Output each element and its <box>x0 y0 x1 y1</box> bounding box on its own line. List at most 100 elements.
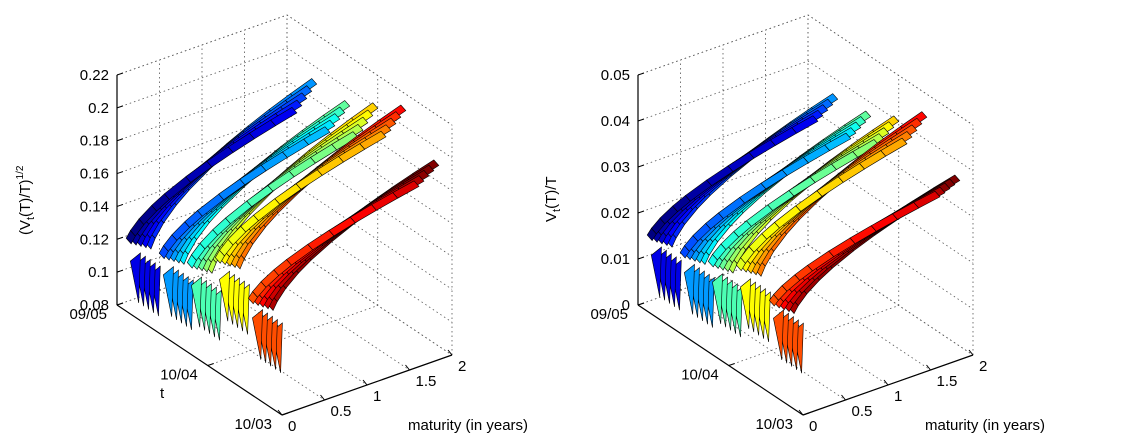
left-surface-plot: 0.08 0.1 0.12 0.14 0.16 0.18 0.2 0.22 10/03 10/04… <box>15 14 528 435</box>
surface-patch <box>824 132 852 151</box>
grid-line <box>680 289 846 401</box>
t-tick-label: 10/03 <box>234 416 272 433</box>
z-tick-label: 0.2 <box>88 100 109 117</box>
grid-line <box>637 244 809 306</box>
surface-patch <box>913 190 941 209</box>
surface-spike <box>712 273 723 324</box>
grid-line <box>244 259 410 371</box>
z-tick <box>637 210 645 214</box>
left-axes: 0.08 0.1 0.12 0.14 0.16 0.18 0.2 0.22 10/03 10/04… <box>69 67 466 435</box>
surface-spike <box>162 266 174 317</box>
z-tick-label: 0.08 <box>80 297 109 314</box>
grid-line <box>765 259 931 371</box>
z-tick <box>637 164 645 168</box>
z-tick <box>116 138 124 142</box>
maturity-tick-label: 1.5 <box>937 373 958 390</box>
surface-patch <box>791 115 819 134</box>
surface-spike <box>773 309 784 361</box>
z-tick-label: 0.14 <box>80 198 109 215</box>
surface-spike <box>129 252 141 303</box>
t-axis-line <box>637 304 804 416</box>
maturity-tick <box>798 409 804 416</box>
grid-line <box>637 106 974 218</box>
surface-spike <box>740 278 751 329</box>
left-surface <box>125 78 440 373</box>
z-tick <box>637 72 645 76</box>
surface-patch <box>816 176 844 197</box>
t-tick-label: 09/05 <box>69 306 107 323</box>
surface-spike <box>650 246 662 298</box>
surface-patch <box>303 126 331 146</box>
grid-line <box>286 244 453 356</box>
maturity-tick-label: 0 <box>809 418 817 435</box>
grid-line <box>207 305 378 366</box>
maturity-tick <box>926 364 931 371</box>
z-tick <box>637 118 645 122</box>
t-tick-label: 09/05 <box>590 306 628 323</box>
maturity-tick <box>362 379 368 386</box>
maturity-tick <box>405 364 410 371</box>
t-axis-line <box>116 304 283 416</box>
grid-line <box>116 80 453 192</box>
maturity-tick-label: 0.5 <box>852 403 873 420</box>
box-edge <box>637 14 974 126</box>
z-tick-label: 0.05 <box>601 67 630 84</box>
maturity-tick-label: 0.5 <box>331 403 352 420</box>
surface-patch <box>270 106 298 127</box>
maturity-tick-label: 1.5 <box>416 373 437 390</box>
z-tick <box>116 203 124 207</box>
z-tick-label: 0.01 <box>601 251 630 268</box>
surface-spike <box>219 270 230 322</box>
right-surface <box>646 93 961 374</box>
box-edge <box>116 14 453 126</box>
maturity-tick-label: 0 <box>288 418 296 435</box>
t-tick <box>207 363 214 366</box>
grid-line <box>637 14 974 126</box>
right-y-axis-label: Vt(T)/T <box>543 176 563 222</box>
z-tick-label: 0.04 <box>601 113 630 130</box>
surface-patch <box>392 180 420 199</box>
right-x-axis-label: maturity (in years) <box>925 417 1045 434</box>
grid-line <box>201 274 368 386</box>
grid-line <box>728 305 899 366</box>
z-tick-label: 0.22 <box>80 67 109 84</box>
z-tick <box>116 105 124 109</box>
grid-line <box>807 244 974 356</box>
maturity-tick-label: 1 <box>373 388 381 405</box>
surface-patch <box>788 176 816 197</box>
grid-line <box>722 274 889 386</box>
z-tick-label: 0.12 <box>80 231 109 248</box>
z-tick-label: 0 <box>622 297 630 314</box>
z-tick <box>116 72 124 76</box>
maturity-tick-label: 2 <box>979 358 987 375</box>
t-tick-label: 10/04 <box>160 367 198 384</box>
maturity-tick <box>841 394 846 401</box>
surface-patch <box>880 137 908 157</box>
t-tick <box>802 412 810 416</box>
surface-patch <box>359 130 387 150</box>
right-axes: 00.010.020.030.040.0510/0310/0409/0500.5… <box>590 67 987 435</box>
z-tick-label: 0.03 <box>601 159 630 176</box>
z-tick <box>116 171 124 175</box>
z-tick <box>116 236 124 240</box>
t-tick-label: 10/03 <box>755 416 793 433</box>
t-tick <box>728 363 735 366</box>
z-tick-label: 0.1 <box>88 264 109 281</box>
z-tick-label: 0.18 <box>80 133 109 150</box>
z-tick <box>116 269 124 273</box>
maturity-tick-label: 1 <box>894 388 902 405</box>
maturity-tick <box>968 349 974 356</box>
t-tick <box>116 302 124 306</box>
maturity-tick <box>447 349 453 356</box>
right-surface-plot: 00.010.020.030.040.0510/0310/0409/0500.5… <box>543 14 1045 435</box>
grid-line <box>159 289 325 401</box>
surface-spike <box>252 309 263 360</box>
maturity-tick <box>883 379 889 386</box>
grid-line <box>116 244 288 306</box>
left-y-axis-label: (Vt(T)/T)1/2 <box>15 165 37 235</box>
surface-patch <box>239 164 267 186</box>
grid-line <box>116 47 453 159</box>
z-tick-label: 0.16 <box>80 166 109 183</box>
maturity-tick <box>277 409 283 416</box>
